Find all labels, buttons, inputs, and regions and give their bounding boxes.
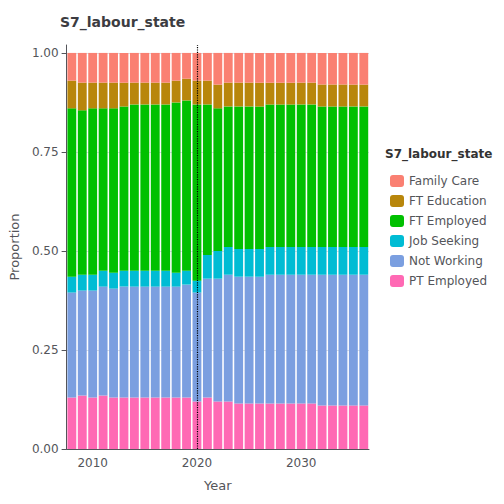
- svg-text:2020: 2020: [182, 456, 213, 470]
- svg-text:Job Seeking: Job Seeking: [408, 234, 479, 248]
- svg-text:FT Employed: FT Employed: [409, 214, 487, 228]
- svg-text:S7_labour_state: S7_labour_state: [60, 14, 185, 31]
- svg-text:2030: 2030: [286, 456, 317, 470]
- svg-text:Not Working: Not Working: [409, 254, 483, 268]
- svg-text:1.00: 1.00: [32, 46, 59, 60]
- svg-text:0.50: 0.50: [32, 244, 59, 258]
- svg-text:Family Care: Family Care: [409, 174, 479, 188]
- svg-text:FT Education: FT Education: [409, 194, 487, 208]
- svg-text:Year: Year: [203, 478, 232, 493]
- svg-text:0.00: 0.00: [32, 442, 59, 456]
- svg-text:Proportion: Proportion: [7, 213, 22, 280]
- svg-text:PT Employed: PT Employed: [409, 274, 487, 288]
- svg-text:2010: 2010: [77, 456, 108, 470]
- svg-text:S7_labour_state: S7_labour_state: [385, 147, 492, 162]
- svg-text:0.75: 0.75: [32, 145, 59, 159]
- svg-text:0.25: 0.25: [32, 343, 59, 357]
